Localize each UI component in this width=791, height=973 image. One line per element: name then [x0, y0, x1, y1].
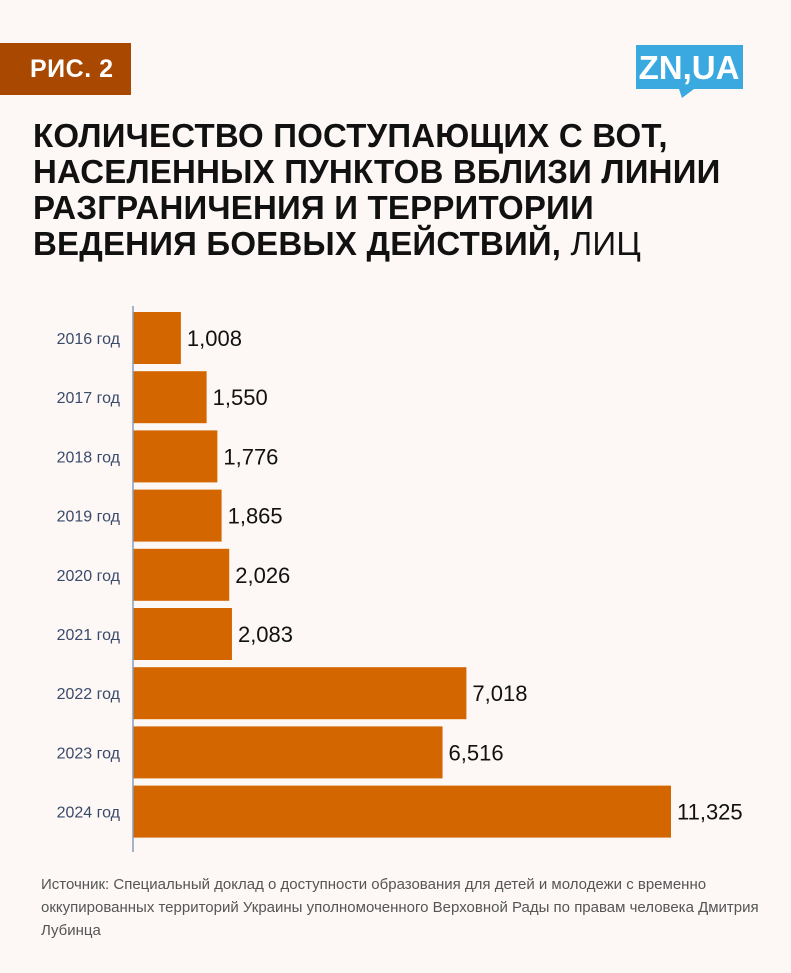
value-label: 2,026: [235, 563, 290, 588]
category-label: 2019 год: [57, 509, 121, 526]
value-label: 7,018: [472, 681, 527, 706]
bar-chart: 2016 год 1,008 2017 год 1,550 2018 год 1,776 2…: [57, 306, 743, 852]
category-label: 2017 год: [57, 390, 121, 407]
bar-2022-год: [133, 667, 467, 720]
bar-2019-год: [133, 489, 222, 542]
value-label: 1,776: [223, 444, 278, 469]
figure-badge: РИС. 2: [0, 43, 131, 95]
chart-title-unit: ЛИЦ: [561, 225, 641, 262]
bar-2021-год: [133, 608, 232, 660]
value-label: 1,550: [213, 385, 268, 410]
source-note: Источник: Специальный доклад о доступнос…: [41, 876, 759, 939]
speech-bubble-logo-icon: [636, 45, 743, 98]
category-label: 2021 год: [57, 627, 121, 644]
chart-title-main: КОЛИЧЕСТВО ПОСТУПАЮЩИХ С ВОТ, НАСЕЛЕННЫХ…: [33, 117, 721, 262]
value-label: 6,516: [449, 740, 504, 765]
category-label: 2018 год: [57, 449, 121, 466]
logo-text: ZN,UA: [639, 49, 740, 86]
bar-2023-год: [133, 726, 443, 779]
value-label: 1,008: [187, 326, 242, 351]
value-label: 11,325: [677, 800, 743, 825]
category-label: 2016 год: [57, 331, 121, 348]
value-label: 2,083: [238, 622, 293, 647]
bar-2020-год: [133, 548, 230, 601]
category-label: 2020 год: [57, 568, 121, 585]
value-label: 1,865: [228, 504, 283, 529]
category-label: 2024 год: [57, 805, 121, 822]
chart-title: КОЛИЧЕСТВО ПОСТУПАЮЩИХ С ВОТ, НАСЕЛЕННЫХ…: [33, 118, 763, 262]
category-label: 2022 год: [57, 686, 121, 703]
category-label: 2023 год: [57, 745, 121, 762]
bar-2016-год: [133, 312, 181, 364]
bar-2018-год: [133, 430, 218, 483]
bar-2017-год: [133, 371, 207, 424]
zn-ua-logo: ZN,UA: [636, 45, 743, 98]
bar-2024-год: [133, 785, 671, 838]
